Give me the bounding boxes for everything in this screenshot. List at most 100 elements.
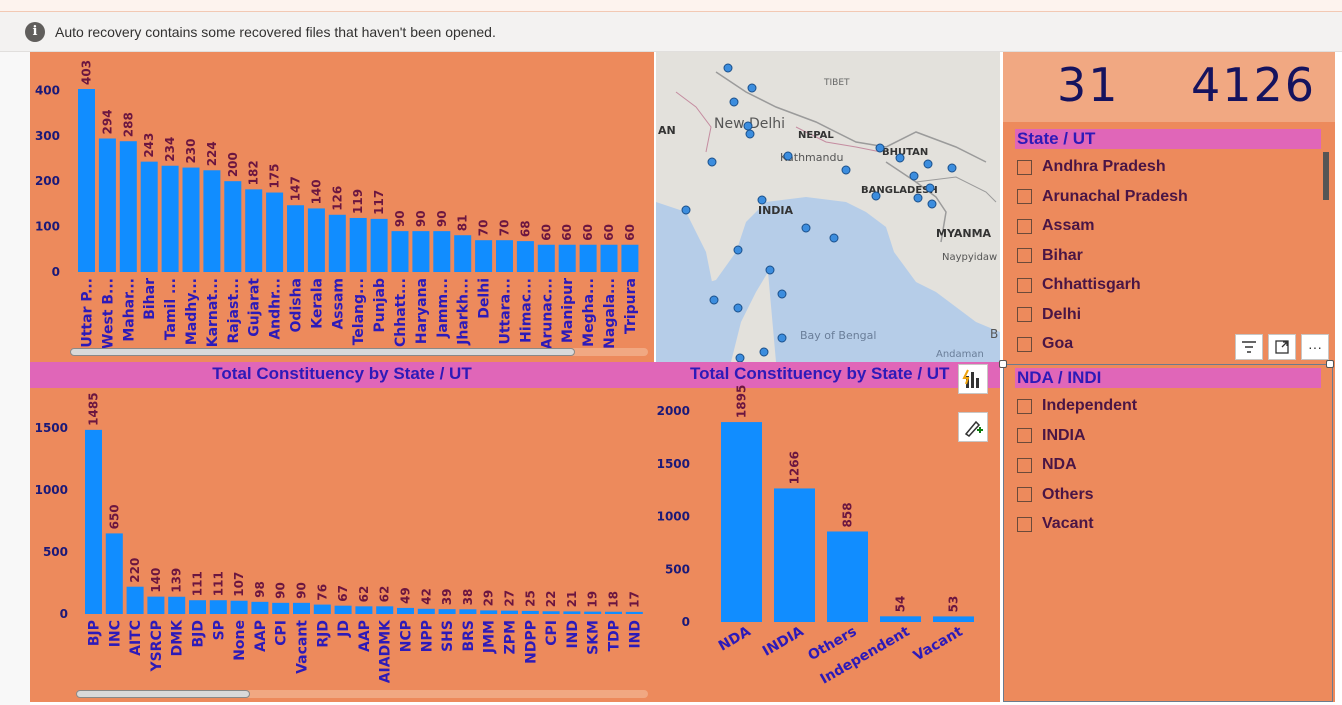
alliance-bar[interactable]	[721, 422, 762, 622]
resize-handle-tl[interactable]	[999, 360, 1007, 368]
party-bar[interactable]	[521, 610, 539, 614]
resize-handle-tr[interactable]	[1326, 360, 1334, 368]
nda-slicer-item[interactable]: NDA	[1017, 454, 1077, 476]
party-bar[interactable]	[625, 611, 643, 614]
party-bar[interactable]	[147, 596, 165, 614]
map-marker[interactable]	[871, 191, 881, 201]
state-bar[interactable]	[370, 218, 388, 272]
party-bar[interactable]	[126, 586, 144, 614]
map-marker[interactable]	[733, 303, 743, 313]
checkbox[interactable]	[1017, 398, 1032, 414]
party-bar[interactable]	[501, 610, 518, 614]
state-bar[interactable]	[516, 241, 534, 272]
party-bar[interactable]	[459, 609, 477, 614]
state-bar[interactable]	[328, 214, 346, 272]
nda-slicer-item[interactable]: INDIA	[1017, 425, 1086, 447]
party-bar[interactable]	[272, 602, 290, 614]
state-bar[interactable]	[203, 170, 221, 272]
alliance-bar[interactable]	[933, 616, 974, 622]
party-bar[interactable]	[480, 610, 498, 614]
state-bar[interactable]	[78, 89, 95, 272]
map-marker[interactable]	[875, 143, 885, 153]
state-bar[interactable]	[161, 165, 179, 272]
state-bar[interactable]	[245, 189, 263, 272]
map-marker[interactable]	[723, 63, 733, 73]
checkbox[interactable]	[1017, 457, 1032, 473]
party-bar[interactable]	[542, 611, 560, 614]
state-slicer-item[interactable]: Chhattisgarh	[1017, 274, 1141, 296]
map-marker[interactable]	[745, 129, 755, 139]
party-bar[interactable]	[105, 533, 123, 614]
party-bar-chart-panel[interactable]: Total Constituency by State / UT 0 500 100…	[30, 362, 654, 702]
checkbox[interactable]	[1017, 248, 1032, 263]
state-bar[interactable]	[412, 231, 430, 272]
state-slicer-item[interactable]: Andhra Pradesh	[1017, 156, 1166, 178]
party-bar[interactable]	[230, 600, 248, 614]
checkbox[interactable]	[1017, 487, 1032, 502]
state-bar[interactable]	[307, 208, 325, 272]
checkbox[interactable]	[1017, 159, 1032, 175]
party-bar[interactable]	[438, 609, 456, 614]
alliance-bar-chart-panel[interactable]: Total Constituency by State / UT 0 500 100…	[654, 362, 1000, 702]
state-bar[interactable]	[287, 205, 304, 272]
map-marker[interactable]	[681, 205, 691, 215]
checkbox[interactable]	[1017, 189, 1032, 204]
party-bar[interactable]	[251, 601, 269, 614]
map-marker[interactable]	[759, 347, 769, 357]
map-marker[interactable]	[777, 333, 787, 343]
party-bar[interactable]	[85, 429, 102, 614]
map-marker[interactable]	[783, 151, 793, 161]
map-marker[interactable]	[895, 153, 905, 163]
map-marker[interactable]	[925, 183, 935, 193]
party-bar[interactable]	[355, 606, 373, 614]
state-slicer-item[interactable]: Arunachal Pradesh	[1017, 186, 1188, 208]
state-bar[interactable]	[98, 138, 116, 272]
map-marker[interactable]	[729, 97, 739, 107]
state-bar[interactable]	[496, 240, 513, 272]
format-brush-icon[interactable]	[958, 412, 988, 442]
map-marker[interactable]	[757, 195, 767, 205]
state-bar[interactable]	[558, 244, 576, 272]
map-marker[interactable]	[709, 295, 719, 305]
state-bar[interactable]	[537, 244, 555, 272]
state-bar[interactable]	[433, 231, 451, 272]
map-marker[interactable]	[909, 171, 919, 181]
state-bar-chart-panel[interactable]: 0 100 200 300 400 403 Uttar P... 294 West B... 28…	[30, 52, 654, 362]
party-bar[interactable]	[417, 608, 435, 614]
checkbox[interactable]	[1017, 336, 1032, 352]
map-marker[interactable]	[777, 289, 787, 299]
state-bar[interactable]	[579, 244, 597, 272]
map-marker[interactable]	[707, 157, 717, 167]
party-bar[interactable]	[397, 607, 414, 614]
state-slicer-item[interactable]: Assam	[1017, 215, 1094, 237]
state-bar[interactable]	[182, 167, 200, 272]
checkbox[interactable]	[1017, 218, 1032, 234]
focus-mode-icon[interactable]	[1268, 334, 1296, 360]
alliance-bar[interactable]	[827, 531, 868, 622]
nda-slicer-item[interactable]: Independent	[1017, 395, 1137, 417]
state-bar[interactable]	[600, 244, 618, 272]
map-panel[interactable]: TIBET NEPAL Kathmandu BHUTAN BANGLADESH …	[656, 52, 1000, 362]
state-bar[interactable]	[475, 240, 493, 272]
state-slicer-item[interactable]: Bihar	[1017, 245, 1083, 267]
state-bar[interactable]	[140, 161, 158, 272]
map-marker[interactable]	[841, 165, 851, 175]
map-marker[interactable]	[743, 121, 753, 131]
filter-icon[interactable]	[1235, 334, 1263, 360]
state-slicer-item[interactable]: Goa	[1017, 333, 1073, 355]
alliance-bar[interactable]	[774, 488, 815, 622]
alliance-bar[interactable]	[880, 616, 921, 622]
party-bar[interactable]	[313, 604, 331, 614]
map-marker[interactable]	[923, 159, 933, 169]
checkbox[interactable]	[1017, 307, 1032, 322]
state-bar[interactable]	[224, 181, 242, 272]
map-marker[interactable]	[733, 245, 743, 255]
map-marker[interactable]	[747, 83, 757, 93]
party-bar[interactable]	[376, 606, 394, 614]
party-bar[interactable]	[293, 602, 310, 614]
state-bar[interactable]	[621, 244, 639, 272]
checkbox[interactable]	[1017, 277, 1032, 293]
party-bar[interactable]	[168, 596, 186, 614]
state-slicer-item[interactable]: Delhi	[1017, 304, 1081, 326]
nda-slicer-item[interactable]: Others	[1017, 484, 1094, 506]
